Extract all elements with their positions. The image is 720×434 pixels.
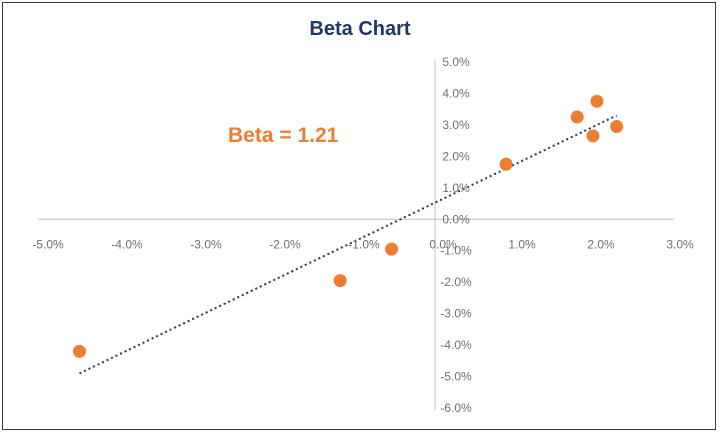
x-tick-label: -2.0%	[269, 237, 301, 251]
y-tick-label: 5.0%	[442, 55, 470, 69]
data-point	[590, 94, 604, 108]
chart-title: Beta Chart	[309, 18, 411, 40]
data-point	[499, 157, 513, 171]
x-tick-label: -1.0%	[348, 237, 380, 251]
data-point	[385, 242, 399, 256]
y-tick-label: -6.0%	[440, 401, 472, 415]
y-tick-label: -5.0%	[440, 370, 472, 384]
beta-annotation: Beta = 1.21	[228, 124, 339, 147]
y-tick-label: -1.0%	[440, 244, 472, 258]
y-tick-label: -4.0%	[440, 338, 472, 352]
y-tick-label: -3.0%	[440, 307, 472, 321]
x-tick-label: -4.0%	[111, 237, 143, 251]
x-tick-label: -5.0%	[32, 237, 64, 251]
y-tick-label: 2.0%	[442, 149, 470, 163]
y-tick-label: -2.0%	[440, 275, 472, 289]
y-tick-label: 0.0%	[442, 212, 470, 226]
trendline	[79, 114, 618, 375]
x-tick-label: 1.0%	[508, 237, 536, 251]
x-tick-label: 0.0%	[429, 237, 457, 251]
data-point	[610, 119, 624, 133]
data-point	[570, 110, 584, 124]
x-tick-label: 3.0%	[666, 237, 694, 251]
data-point	[73, 344, 86, 358]
data-point	[333, 274, 347, 288]
y-tick-label: 1.0%	[442, 181, 470, 195]
chart-frame	[2, 2, 716, 430]
x-tick-label: 2.0%	[587, 237, 615, 251]
y-tick-label: 3.0%	[442, 118, 470, 132]
y-tick-label: 4.0%	[442, 86, 470, 100]
x-tick-label: -3.0%	[190, 237, 222, 251]
data-point	[586, 129, 600, 143]
